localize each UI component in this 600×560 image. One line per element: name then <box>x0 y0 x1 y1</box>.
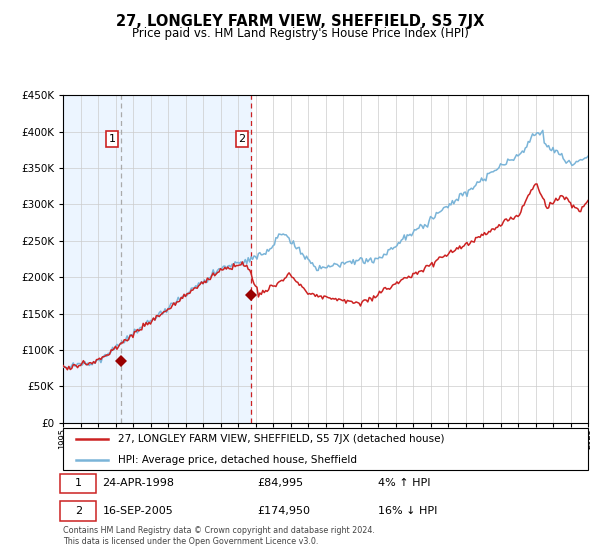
FancyBboxPatch shape <box>63 428 588 470</box>
Text: £174,950: £174,950 <box>257 506 310 516</box>
Text: 16% ↓ HPI: 16% ↓ HPI <box>378 506 437 516</box>
FancyBboxPatch shape <box>61 501 96 521</box>
Text: 24-APR-1998: 24-APR-1998 <box>103 478 175 488</box>
Text: Price paid vs. HM Land Registry's House Price Index (HPI): Price paid vs. HM Land Registry's House … <box>131 27 469 40</box>
Text: 27, LONGLEY FARM VIEW, SHEFFIELD, S5 7JX: 27, LONGLEY FARM VIEW, SHEFFIELD, S5 7JX <box>116 14 484 29</box>
FancyBboxPatch shape <box>61 474 96 493</box>
Text: 2: 2 <box>74 506 82 516</box>
Text: 1: 1 <box>109 134 115 144</box>
Text: Contains HM Land Registry data © Crown copyright and database right 2024.
This d: Contains HM Land Registry data © Crown c… <box>63 526 375 546</box>
Text: 4% ↑ HPI: 4% ↑ HPI <box>378 478 431 488</box>
Text: 1: 1 <box>75 478 82 488</box>
Text: 2: 2 <box>238 134 245 144</box>
Text: 27, LONGLEY FARM VIEW, SHEFFIELD, S5 7JX (detached house): 27, LONGLEY FARM VIEW, SHEFFIELD, S5 7JX… <box>118 434 445 444</box>
Bar <box>63 95 251 423</box>
Text: HPI: Average price, detached house, Sheffield: HPI: Average price, detached house, Shef… <box>118 455 357 465</box>
Text: 16-SEP-2005: 16-SEP-2005 <box>103 506 173 516</box>
Text: £84,995: £84,995 <box>257 478 304 488</box>
